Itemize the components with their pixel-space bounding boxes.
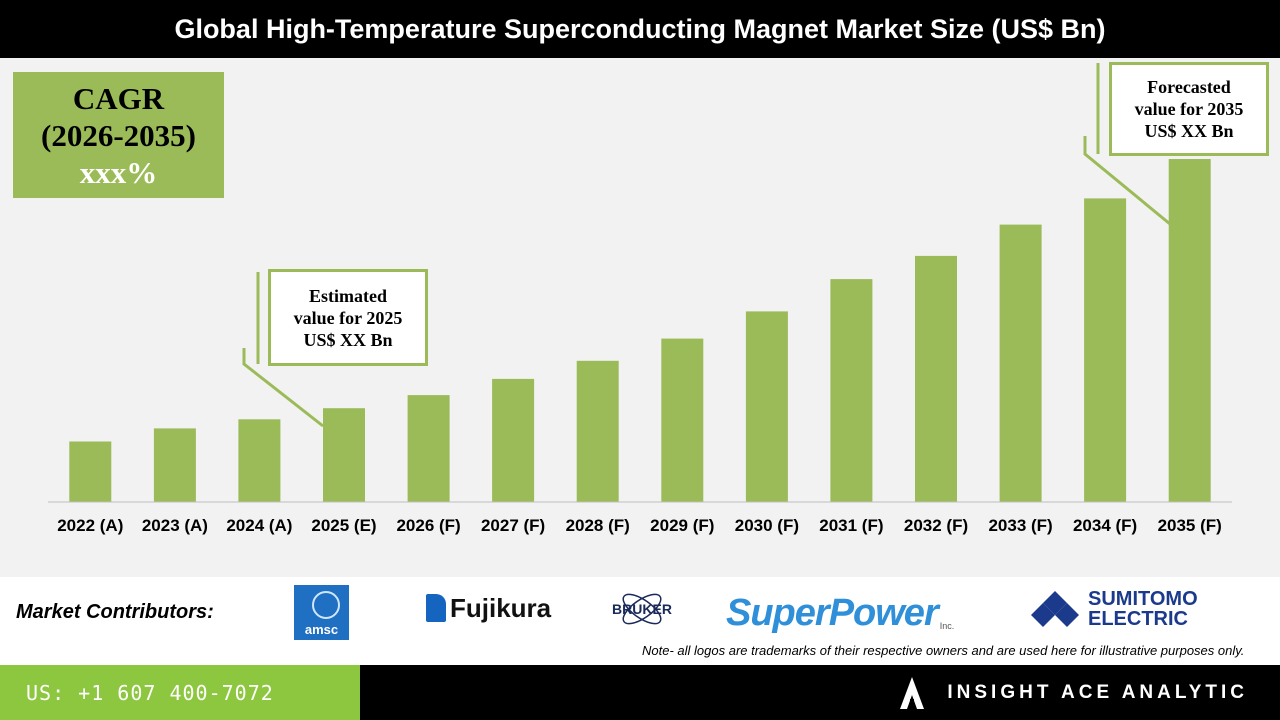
footer-brand-name: INSIGHT ACE ANALYTIC — [947, 681, 1248, 703]
bruker-logo-text: BRUKER — [612, 601, 672, 617]
tick-label-13: 2035 (F) — [1158, 516, 1222, 535]
tick-label-2: 2024 (A) — [226, 516, 292, 535]
bruker-logo: BRUKER — [602, 587, 682, 631]
bar-9 — [830, 279, 873, 502]
tick-label-8: 2030 (F) — [735, 516, 799, 535]
bar-7 — [661, 338, 704, 502]
bar-3 — [323, 408, 365, 502]
bruker-atom-icon — [622, 593, 662, 625]
superpower-logo: SuperPower Inc. — [726, 585, 954, 635]
bar-13 — [1168, 159, 1211, 502]
tick-label-1: 2023 (A) — [142, 516, 208, 535]
sumitomo-line2: ELECTRIC — [1088, 608, 1188, 630]
callout-estimated-2025: Estimated value for 2025 US$ XX Bn — [268, 269, 428, 366]
callout-estimated-line3: US$ XX Bn — [303, 329, 393, 350]
callout-forecasted-line2: value for 2035 — [1134, 99, 1244, 119]
bar-2 — [238, 419, 281, 502]
callout-2035-leader — [1083, 136, 1171, 226]
amsc-logo-text: amsc — [304, 622, 339, 637]
superpower-logo-text: SuperPower — [726, 592, 939, 634]
bar-5 — [492, 378, 535, 502]
callout-forecasted-line3: US$ XX Bn — [1144, 121, 1234, 141]
callout-estimated-line1: Estimated — [309, 285, 387, 306]
contributors-label: Market Contributors: — [16, 601, 214, 623]
bars-group — [69, 159, 1211, 502]
trademark-note: Note- all logos are trademarks of their … — [642, 643, 1245, 658]
sumitomo-line1: SUMITOMO — [1088, 588, 1198, 610]
tick-label-3: 2025 (E) — [311, 516, 376, 535]
amsc-ring-icon — [312, 591, 340, 619]
amsc-logo: amsc — [294, 585, 349, 640]
tick-label-7: 2029 (F) — [650, 516, 714, 535]
bar-4 — [407, 395, 450, 502]
tick-label-5: 2027 (F) — [481, 516, 545, 535]
sumitomo-logo-text: SUMITOMO ELECTRIC — [1088, 589, 1198, 629]
superpower-logo-suffix: Inc. — [939, 621, 955, 631]
tick-label-4: 2026 (F) — [396, 516, 460, 535]
footer-brand-bar: INSIGHT ACE ANALYTIC — [360, 665, 1280, 720]
sumitomo-diamond-icon — [1031, 591, 1079, 627]
tick-label-11: 2033 (F) — [988, 516, 1052, 535]
fujikura-logo: Fujikura — [426, 591, 551, 625]
bar-0 — [69, 441, 112, 502]
callout-2025-leader — [242, 348, 324, 428]
bar-11 — [999, 224, 1042, 502]
callout-forecasted-2035: Forecasted value for 2035 US$ XX Bn — [1109, 62, 1269, 156]
cagr-period: (2026-2035) — [41, 117, 196, 153]
tick-label-12: 2034 (F) — [1073, 516, 1137, 535]
chart-area: 2022 (A) 2023 (A) 2024 (A) 2025 (E) 2026 (F)… — [0, 58, 1280, 577]
sumitomo-logo: SUMITOMO ELECTRIC — [1030, 589, 1198, 629]
callout-estimated-line2: value for 2025 — [293, 307, 403, 328]
bar-6 — [576, 360, 619, 502]
tick-labels-group: 2022 (A) 2023 (A) 2024 (A) 2025 (E) 2026 (F)… — [57, 516, 1222, 535]
tick-label-10: 2032 (F) — [904, 516, 968, 535]
tick-label-6: 2028 (F) — [566, 516, 630, 535]
bar-10 — [915, 255, 957, 502]
tick-label-0: 2022 (A) — [57, 516, 123, 535]
cagr-box: CAGR (2026-2035) xxx% — [13, 72, 224, 198]
bar-8 — [745, 311, 788, 502]
bar-12 — [1084, 198, 1127, 502]
fujikura-mark-icon — [426, 594, 446, 622]
bar-chart: 2022 (A) 2023 (A) 2024 (A) 2025 (E) 2026 (F)… — [48, 63, 1232, 535]
market-contributors: Market Contributors: amsc Fujikura BRUKE… — [0, 577, 1280, 665]
tick-label-9: 2031 (F) — [819, 516, 883, 535]
cagr-value: xxx% — [79, 154, 158, 190]
insight-ace-logo-icon — [900, 676, 925, 709]
fujikura-logo-text: Fujikura — [450, 592, 552, 623]
bar-1 — [153, 428, 196, 502]
chart-title: Global High-Temperature Superconducting … — [0, 0, 1280, 58]
callout-forecasted-line1: Forecasted — [1147, 77, 1231, 97]
cagr-label: CAGR — [72, 80, 165, 116]
footer-phone: US: +1 607 400-7072 — [0, 665, 360, 720]
